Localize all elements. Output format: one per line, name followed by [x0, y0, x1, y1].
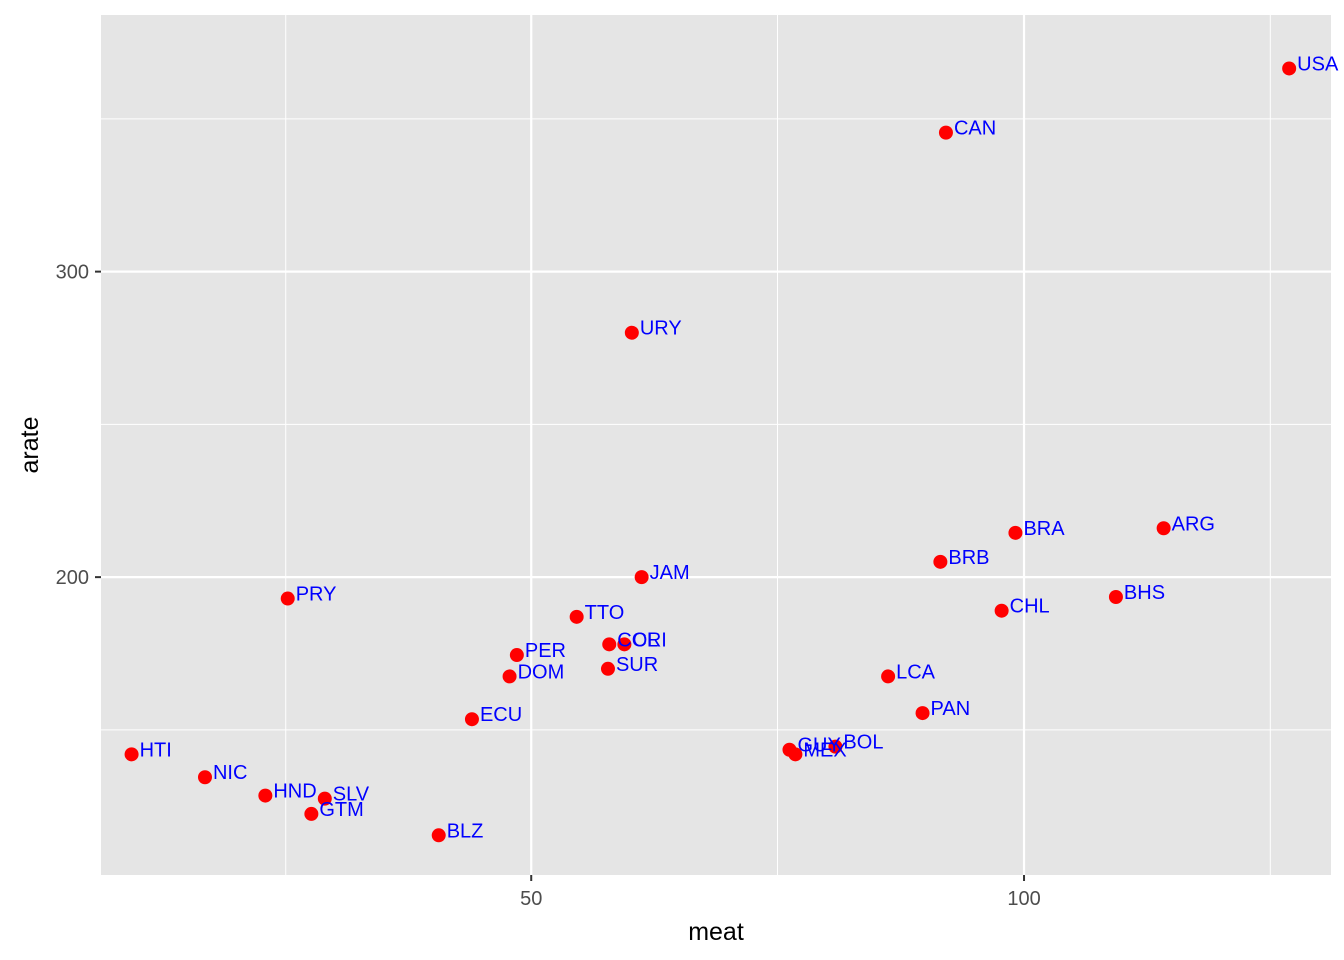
point-sur	[600, 661, 615, 676]
point-label-usa: USA	[1297, 53, 1339, 75]
point-slv	[317, 791, 332, 806]
point-label-tto: TTO	[585, 602, 625, 624]
y-tick-label: 300	[56, 262, 89, 284]
point-label-bol: BOL	[843, 732, 883, 754]
point-pry	[280, 591, 295, 606]
point-nic	[197, 770, 212, 785]
point-label-brb: BRB	[948, 547, 989, 569]
point-label-chl: CHL	[1010, 596, 1050, 618]
x-tick-label: 100	[1007, 888, 1040, 910]
point-hnd	[258, 788, 273, 803]
point-chl	[994, 603, 1009, 618]
x-tick-label: 50	[520, 888, 542, 910]
point-label-nic: NIC	[213, 762, 247, 784]
point-jam	[634, 570, 649, 585]
point-bra	[1008, 525, 1023, 540]
point-lca	[881, 669, 896, 684]
point-label-gtm: GTM	[319, 799, 363, 821]
point-label-arg: ARG	[1172, 513, 1215, 535]
x-axis-title: meat	[688, 918, 744, 946]
data-points	[124, 61, 1297, 843]
major-gridlines	[101, 15, 1331, 875]
point-ecu	[464, 712, 479, 727]
point-label-jam: JAM	[650, 562, 690, 584]
point-label-ecu: ECU	[480, 704, 522, 726]
point-ury	[624, 325, 639, 340]
point-dom	[502, 669, 517, 684]
point-col	[602, 637, 617, 652]
point-cri	[617, 637, 632, 652]
point-label-blz: BLZ	[447, 820, 484, 842]
point-bhs	[1108, 589, 1123, 604]
point-label-hti: HTI	[140, 739, 172, 761]
point-label-mex: MEX	[803, 739, 846, 761]
point-gtm	[304, 806, 319, 821]
point-label-pry: PRY	[296, 584, 337, 606]
point-label-bhs: BHS	[1124, 582, 1165, 604]
minor-gridlines	[101, 15, 1331, 875]
point-label-can: CAN	[954, 118, 996, 140]
point-label-per: PER	[525, 640, 566, 662]
plot-panel	[101, 15, 1331, 875]
point-per	[509, 648, 524, 663]
point-label-cri: CRI	[632, 629, 666, 651]
point-label-col: COL	[617, 629, 658, 651]
point-label-lca: LCA	[896, 661, 936, 683]
y-axis-title: arate	[16, 417, 44, 474]
point-label-hnd: HND	[273, 781, 316, 803]
point-pan	[915, 706, 930, 721]
y-axis-ticks: 200 300	[56, 262, 101, 589]
point-brb	[933, 554, 948, 569]
point-label-sur: SUR	[616, 654, 658, 676]
point-label-bra: BRA	[1023, 518, 1065, 540]
point-label-ury: URY	[640, 318, 682, 340]
point-hti	[124, 747, 139, 762]
x-axis-ticks: 50 100	[520, 875, 1041, 910]
point-label-dom: DOM	[518, 661, 565, 683]
point-tto	[569, 609, 584, 624]
point-label-pan: PAN	[931, 698, 971, 720]
point-can	[938, 125, 953, 140]
point-arg	[1156, 521, 1171, 536]
point-bol	[828, 739, 843, 754]
point-label-guy: GUY	[797, 735, 840, 757]
y-tick-label: 200	[56, 567, 89, 589]
point-usa	[1282, 61, 1297, 76]
point-mex	[788, 747, 803, 762]
point-label-slv: SLV	[333, 784, 370, 806]
point-blz	[431, 828, 446, 843]
